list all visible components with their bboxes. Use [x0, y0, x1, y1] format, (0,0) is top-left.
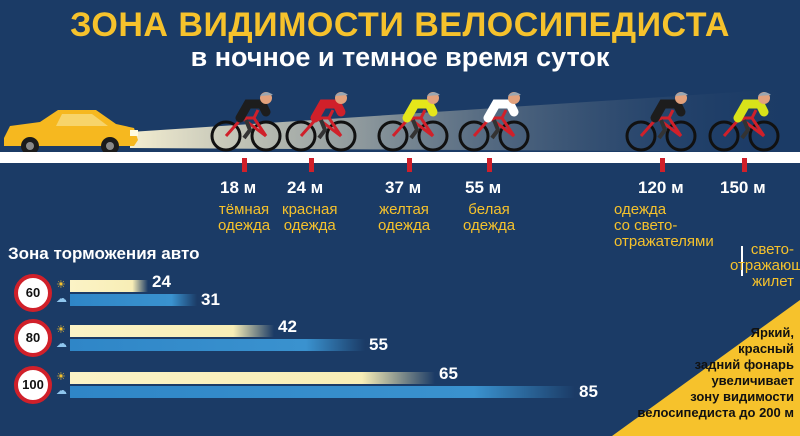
cyclist-icon	[708, 92, 780, 152]
car-icon	[4, 110, 138, 155]
speed-limit-sign: 80	[14, 319, 52, 357]
dry-braking-bar	[70, 325, 274, 337]
sun-icon: ☀	[56, 371, 66, 383]
rain-cloud-icon: ☁	[56, 385, 67, 397]
wet-braking-value: 31	[201, 290, 220, 309]
note-corner	[612, 300, 800, 436]
speed-limit-sign: 60	[14, 274, 52, 312]
cyclist-icon	[285, 92, 357, 152]
headlight-beam	[130, 88, 800, 152]
distance-value: 24 м	[287, 178, 324, 197]
clothing-label: красная одежда	[282, 201, 338, 234]
page-title: ЗОНА ВИДИМОСТИ ВЕЛОСИПЕДИСТА	[70, 6, 730, 44]
wet-braking-value: 85	[579, 382, 598, 401]
braking-title: Зона торможения авто	[8, 244, 200, 263]
vest-label: свето- отражающий жилет	[730, 241, 800, 290]
wet-braking-bar	[70, 339, 365, 351]
wet-braking-bar	[70, 294, 197, 306]
distance-value: 18 м	[220, 178, 257, 197]
speed-limit-sign: 100	[14, 366, 52, 404]
clothing-label: тёмная одежда	[218, 201, 271, 234]
wet-braking-bar	[70, 386, 575, 398]
cyclist-icon	[458, 92, 530, 152]
rain-cloud-icon: ☁	[56, 293, 67, 305]
sun-icon: ☀	[56, 279, 66, 291]
taillight-note: Яркий, красный задний фонарь увеличивает…	[637, 325, 794, 420]
dry-braking-value: 42	[278, 317, 297, 336]
distance-value: 55 м	[465, 178, 502, 197]
distance-value: 120 м	[638, 178, 684, 197]
vest-pointer-line	[741, 246, 743, 276]
distance-marker	[742, 158, 747, 172]
clothing-label: белая одежда	[463, 201, 516, 234]
clothing-label: желтая одежда	[378, 201, 431, 234]
page-subtitle: в ночное и темное время суток	[190, 42, 610, 72]
cyclist-icon	[210, 92, 282, 152]
distance-marker	[309, 158, 314, 172]
clothing-label: одежда со свето- отражателями	[614, 201, 714, 250]
distance-value: 37 м	[385, 178, 422, 197]
distance-marker	[487, 158, 492, 172]
distance-marker	[660, 158, 665, 172]
dry-braking-value: 24	[152, 272, 171, 291]
dry-braking-bar	[70, 280, 148, 292]
wet-braking-value: 55	[369, 335, 388, 354]
dry-braking-value: 65	[439, 364, 458, 383]
distance-marker	[407, 158, 412, 172]
sun-icon: ☀	[56, 324, 66, 336]
cyclist-icon	[377, 92, 449, 152]
road	[0, 152, 800, 163]
cyclist-icon	[625, 92, 697, 152]
distance-marker	[242, 158, 247, 172]
rain-cloud-icon: ☁	[56, 338, 67, 350]
distance-value: 150 м	[720, 178, 766, 197]
dry-braking-bar	[70, 372, 435, 384]
